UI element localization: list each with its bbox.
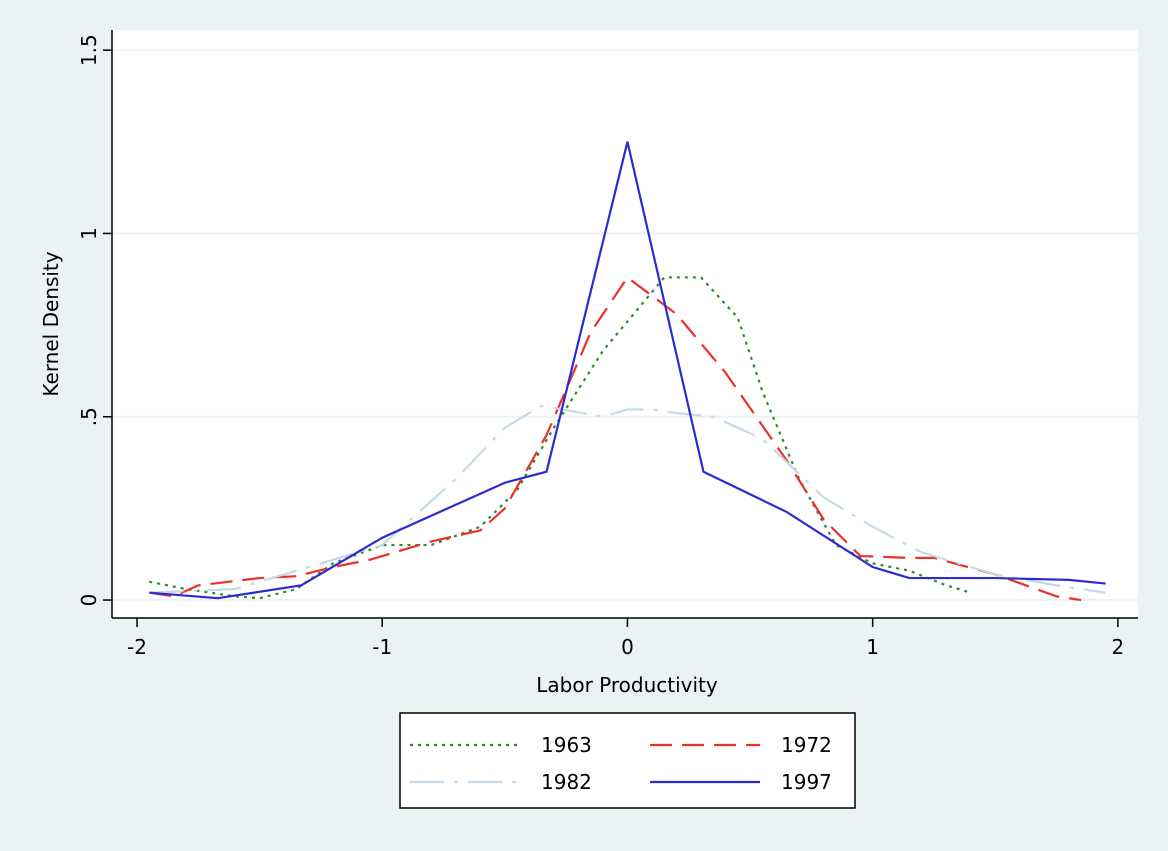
legend-label: 1982 [541, 770, 592, 794]
legend-label: 1963 [541, 733, 592, 757]
legend-label: 1997 [781, 770, 832, 794]
series-line [149, 141, 1106, 600]
y-axis-title: Kernel Density [39, 251, 63, 396]
y-tick-label: 0 [77, 594, 101, 607]
x-axis-title: Labor Productivity [536, 673, 718, 697]
x-tick-label: 2 [1112, 635, 1125, 659]
y-tick-label: 1 [77, 227, 101, 240]
series-line [149, 276, 972, 600]
legend-box [399, 712, 856, 809]
plot-area [112, 30, 1138, 618]
series-line [149, 404, 1106, 594]
x-tick-label: 1 [866, 635, 879, 659]
x-tick-label: -2 [127, 635, 147, 659]
x-tick-label: 0 [621, 635, 634, 659]
y-tick-label: 1.5 [77, 34, 101, 66]
series-line [149, 275, 1082, 602]
x-tick-label: -1 [372, 635, 392, 659]
legend-label: 1972 [781, 733, 832, 757]
y-tick-label: .5 [77, 407, 101, 426]
